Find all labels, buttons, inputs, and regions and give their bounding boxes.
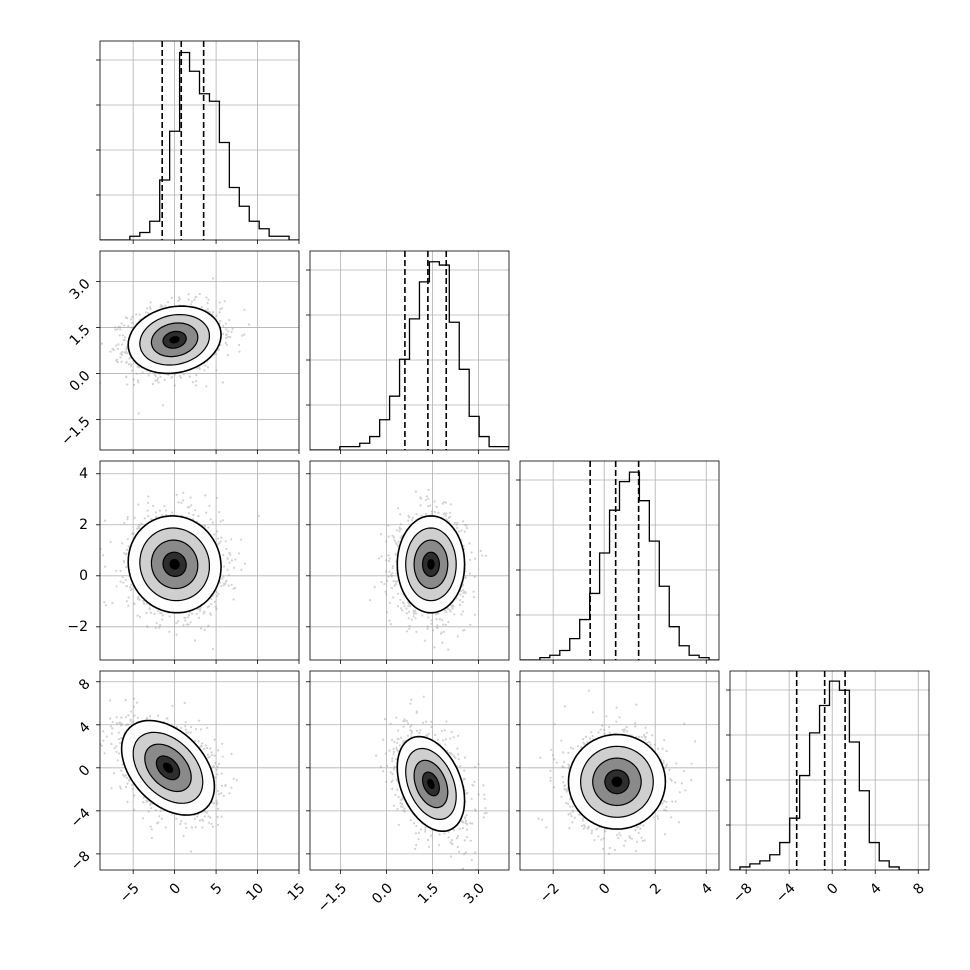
x-tick-label: 4 [698, 880, 716, 898]
contour-line [155, 755, 181, 781]
contour-line [405, 747, 457, 820]
contour-line [139, 314, 211, 366]
contour-line [396, 735, 466, 832]
contour-line [567, 733, 667, 830]
x-tick-label: −1.5 [315, 880, 350, 915]
x-tick-label: 0 [596, 880, 614, 898]
histogram-steps [730, 680, 929, 870]
density-peak [162, 762, 174, 773]
contour-line [413, 759, 449, 809]
contour-line [127, 515, 222, 614]
pair-panel-3-1 [306, 670, 510, 874]
contour-line [127, 305, 222, 375]
y-tick-label: 0 [76, 762, 94, 780]
pair-panel-3-0: −8 −4 0 4 8 [68, 670, 300, 874]
x-tick-label: 15 [285, 880, 309, 904]
x-tick-label: 4 [867, 880, 885, 898]
panel-frame [729, 670, 930, 871]
panel-frame [309, 670, 510, 871]
contour-line [162, 551, 187, 577]
hist-panel-0 [96, 40, 300, 244]
panel-frame [99, 40, 300, 241]
x-tick-label: 0 [167, 880, 185, 898]
x-tick-label: 0.0 [369, 880, 396, 907]
contour-line [421, 551, 441, 577]
y-tick-label: 0.0 [67, 368, 94, 395]
y-tick-label: 3.0 [67, 276, 94, 303]
panel-frame [99, 250, 300, 451]
y-tick-label: −4 [68, 805, 94, 831]
x-tick-label: 10 [243, 880, 267, 904]
density-peak [427, 559, 435, 570]
hist-panel-2 [516, 460, 720, 664]
histogram-steps [520, 471, 719, 660]
y-tick-label: 0 [79, 568, 88, 584]
contour-line [150, 322, 199, 358]
contour-line [144, 743, 192, 793]
pair-panel-2-0: −2 0 2 4 [67, 460, 300, 664]
x-tick-label: 5 [208, 880, 226, 898]
x-tick-label: −4 [773, 880, 799, 906]
panel-frame [309, 250, 510, 451]
contour-line [592, 757, 642, 807]
y-tick-label: 8 [76, 676, 94, 694]
histogram-steps [100, 51, 299, 240]
x-tick-label: 0 [824, 880, 842, 898]
panel-frame [99, 670, 300, 871]
contour-line [132, 731, 204, 804]
hist-panel-1 [306, 250, 510, 454]
y-tick-label: 4 [79, 466, 88, 482]
density-peak [427, 778, 435, 790]
x-tick-label: 8 [910, 880, 928, 898]
contour-line [120, 719, 216, 816]
density-peak [611, 776, 623, 787]
x-tick-label: −5 [117, 880, 143, 906]
contour-line [579, 745, 654, 818]
panel-frame [99, 460, 300, 661]
contour-line [413, 539, 449, 590]
density-peak [169, 336, 180, 344]
y-tick-label: 2 [79, 517, 88, 533]
pair-panel-3-2 [516, 670, 720, 874]
pair-panel-1-0: −1.5 0.0 1.5 3.0 [58, 250, 300, 454]
contour-line [421, 771, 441, 797]
y-tick-label: −8 [68, 848, 94, 874]
contour-line [162, 330, 187, 349]
contour-line [139, 527, 211, 602]
x-tick-label: −2 [537, 880, 563, 906]
panel-frame [519, 670, 720, 871]
y-tick-label: 1.5 [67, 322, 94, 349]
histogram-steps [310, 261, 509, 450]
contour-line [150, 539, 199, 590]
pair-panel-2-1 [306, 460, 510, 664]
panel-frame [519, 460, 720, 661]
contour-line [604, 769, 630, 795]
x-tick-label: 2 [647, 880, 665, 898]
y-tick-label: 4 [76, 719, 94, 737]
x-tick-label: 3.0 [461, 880, 488, 907]
y-tick-label: −2 [67, 619, 88, 635]
density-peak [169, 559, 180, 570]
y-tick-label: −1.5 [58, 414, 93, 449]
x-tick-label: −8 [730, 880, 756, 906]
contour-line [396, 515, 466, 614]
panel-frame [309, 460, 510, 661]
x-tick-label: 1.5 [415, 880, 442, 907]
hist-panel-3 [726, 670, 930, 874]
contour-line [405, 527, 457, 602]
